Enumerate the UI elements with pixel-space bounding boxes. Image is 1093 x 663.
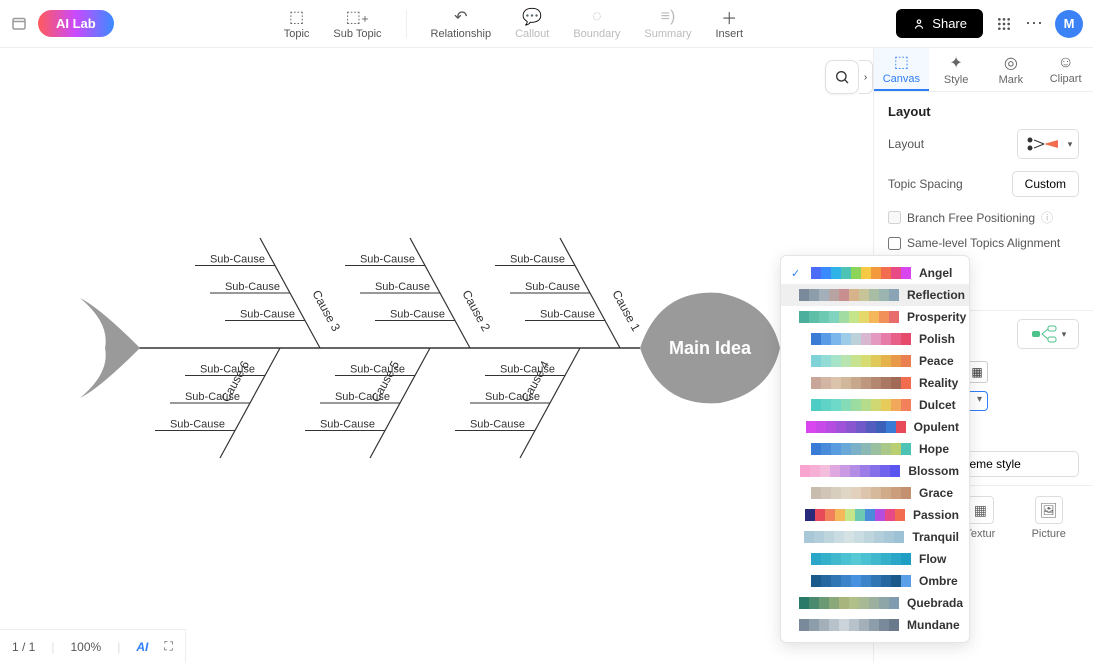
theme-grace[interactable]: Grace (781, 482, 969, 504)
branch-free-label: Branch Free Positioning (907, 211, 1035, 225)
fullscreen-icon[interactable]: ⛶ (164, 639, 172, 654)
svg-text:Sub-Cause: Sub-Cause (350, 364, 405, 376)
tool-callout-label: Callout (515, 28, 549, 40)
tool-insert[interactable]: ＋Insert (715, 8, 743, 40)
color-theme-popup: ✓AngelReflectionProsperityPolishPeaceRea… (780, 255, 970, 643)
svg-text:Sub-Cause: Sub-Cause (225, 281, 280, 293)
theme-dulcet[interactable]: Dulcet (781, 394, 969, 416)
ai-button[interactable]: AI (136, 640, 148, 654)
layout-selector[interactable]: ▾ (1017, 129, 1079, 159)
svg-text:Sub-Cause: Sub-Cause (335, 391, 390, 403)
tool-relationship[interactable]: ↶Relationship (431, 8, 492, 40)
svg-text:Sub-Cause: Sub-Cause (210, 254, 265, 266)
theme-opulent[interactable]: Opulent (781, 416, 969, 438)
tool-boundary-label: Boundary (573, 28, 620, 40)
theme-reflection[interactable]: Reflection (781, 284, 969, 306)
theme-prosperity[interactable]: Prosperity (781, 306, 969, 328)
svg-text:Sub-Cause: Sub-Cause (485, 391, 540, 403)
theme-blossom[interactable]: Blossom (781, 460, 969, 482)
spacing-label: Topic Spacing (888, 177, 963, 191)
tab-mark-label: Mark (999, 74, 1023, 86)
tab-canvas-label: Canvas (883, 73, 920, 85)
app-icon (10, 14, 30, 34)
svg-text:Sub-Cause: Sub-Cause (360, 254, 415, 266)
tab-clipart-label: Clipart (1050, 73, 1082, 85)
tool-relationship-label: Relationship (431, 28, 492, 40)
tool-summary-label: Summary (644, 28, 691, 40)
tool-subtopic[interactable]: ⬚₊Sub Topic (333, 8, 381, 40)
theme-flow[interactable]: Flow (781, 548, 969, 570)
svg-text:Cause 3: Cause 3 (309, 288, 343, 334)
more-icon[interactable]: ⋯ (1025, 15, 1043, 33)
tab-canvas[interactable]: ⬚Canvas (874, 48, 929, 91)
theme-quebrada[interactable]: Quebrada (781, 592, 969, 614)
tool-topic[interactable]: ⬚Topic (284, 8, 310, 40)
theme-angel[interactable]: ✓Angel (781, 262, 969, 284)
top-toolbar: AI Lab ⬚Topic ⬚₊Sub Topic ↶Relationship … (0, 0, 1093, 48)
layout-label: Layout (888, 137, 924, 151)
svg-text:Sub-Cause: Sub-Cause (500, 364, 555, 376)
svg-text:Sub-Cause: Sub-Cause (320, 419, 375, 431)
page-indicator[interactable]: 1 / 1 (12, 640, 35, 654)
bg-picture-option[interactable]: 🖼Picture (1032, 496, 1066, 540)
svg-text:Sub-Cause: Sub-Cause (170, 419, 225, 431)
theme-ombre[interactable]: Ombre (781, 570, 969, 592)
theme-polish[interactable]: Polish (781, 328, 969, 350)
person-icon (912, 17, 926, 31)
svg-text:Cause 1: Cause 1 (609, 288, 643, 334)
toolbar-group: ⬚Topic ⬚₊Sub Topic ↶Relationship 💬Callou… (284, 8, 743, 40)
style-selector[interactable]: ▾ (1017, 319, 1079, 349)
svg-text:Sub-Cause: Sub-Cause (185, 391, 240, 403)
theme-mundane[interactable]: Mundane (781, 614, 969, 636)
tab-mark[interactable]: ◎Mark (984, 48, 1039, 91)
user-avatar[interactable]: M (1055, 10, 1083, 38)
svg-text:Sub-Cause: Sub-Cause (470, 419, 525, 431)
svg-text:Sub-Cause: Sub-Cause (200, 364, 255, 376)
theme-hope[interactable]: Hope (781, 438, 969, 460)
same-level-label: Same-level Topics Alignment (907, 236, 1060, 250)
same-level-check[interactable]: Same-level Topics Alignment (888, 236, 1079, 250)
layout-heading: Layout (888, 104, 1079, 119)
zoom-indicator[interactable]: 100% (70, 640, 101, 654)
theme-tranquil[interactable]: Tranquil (781, 526, 969, 548)
custom-spacing-button[interactable]: Custom (1012, 171, 1079, 197)
theme-peace[interactable]: Peace (781, 350, 969, 372)
svg-text:Sub-Cause: Sub-Cause (525, 281, 580, 293)
canvas[interactable]: Main Idea Cause 3 Sub-Cause Sub-Cause Sub-C… (0, 48, 873, 663)
bg-picture-label: Picture (1032, 528, 1066, 540)
tool-insert-label: Insert (715, 28, 743, 40)
tool-boundary[interactable]: ◌Boundary (573, 8, 620, 40)
tool-summary[interactable]: ≡)Summary (644, 8, 691, 40)
search-icon (834, 69, 850, 85)
branch-free-check[interactable]: Branch Free Positioningⓘ (888, 209, 1079, 226)
tab-style[interactable]: ✦Style (929, 48, 984, 91)
tool-callout[interactable]: 💬Callout (515, 8, 549, 40)
share-label: Share (932, 16, 967, 31)
tool-topic-label: Topic (284, 28, 310, 40)
tab-style-label: Style (944, 74, 968, 86)
bottom-bar: 1 / 1 | 100% | AI ⛶ (0, 629, 186, 663)
theme-passion[interactable]: Passion (781, 504, 969, 526)
sidebar-collapse[interactable]: › (859, 60, 873, 94)
svg-text:Sub-Cause: Sub-Cause (375, 281, 430, 293)
share-button[interactable]: Share (896, 9, 983, 38)
tab-clipart[interactable]: ☺Clipart (1038, 48, 1093, 91)
search-button[interactable] (825, 60, 859, 94)
svg-text:Cause 2: Cause 2 (459, 288, 493, 334)
svg-text:Sub-Cause: Sub-Cause (510, 254, 565, 266)
ai-lab-badge[interactable]: AI Lab (38, 10, 114, 37)
apps-icon[interactable] (995, 15, 1013, 33)
main-idea-text: Main Idea (669, 338, 752, 358)
svg-text:Sub-Cause: Sub-Cause (240, 309, 295, 321)
tool-subtopic-label: Sub Topic (333, 28, 381, 40)
svg-text:Sub-Cause: Sub-Cause (390, 309, 445, 321)
theme-reality[interactable]: Reality (781, 372, 969, 394)
svg-text:Sub-Cause: Sub-Cause (540, 309, 595, 321)
